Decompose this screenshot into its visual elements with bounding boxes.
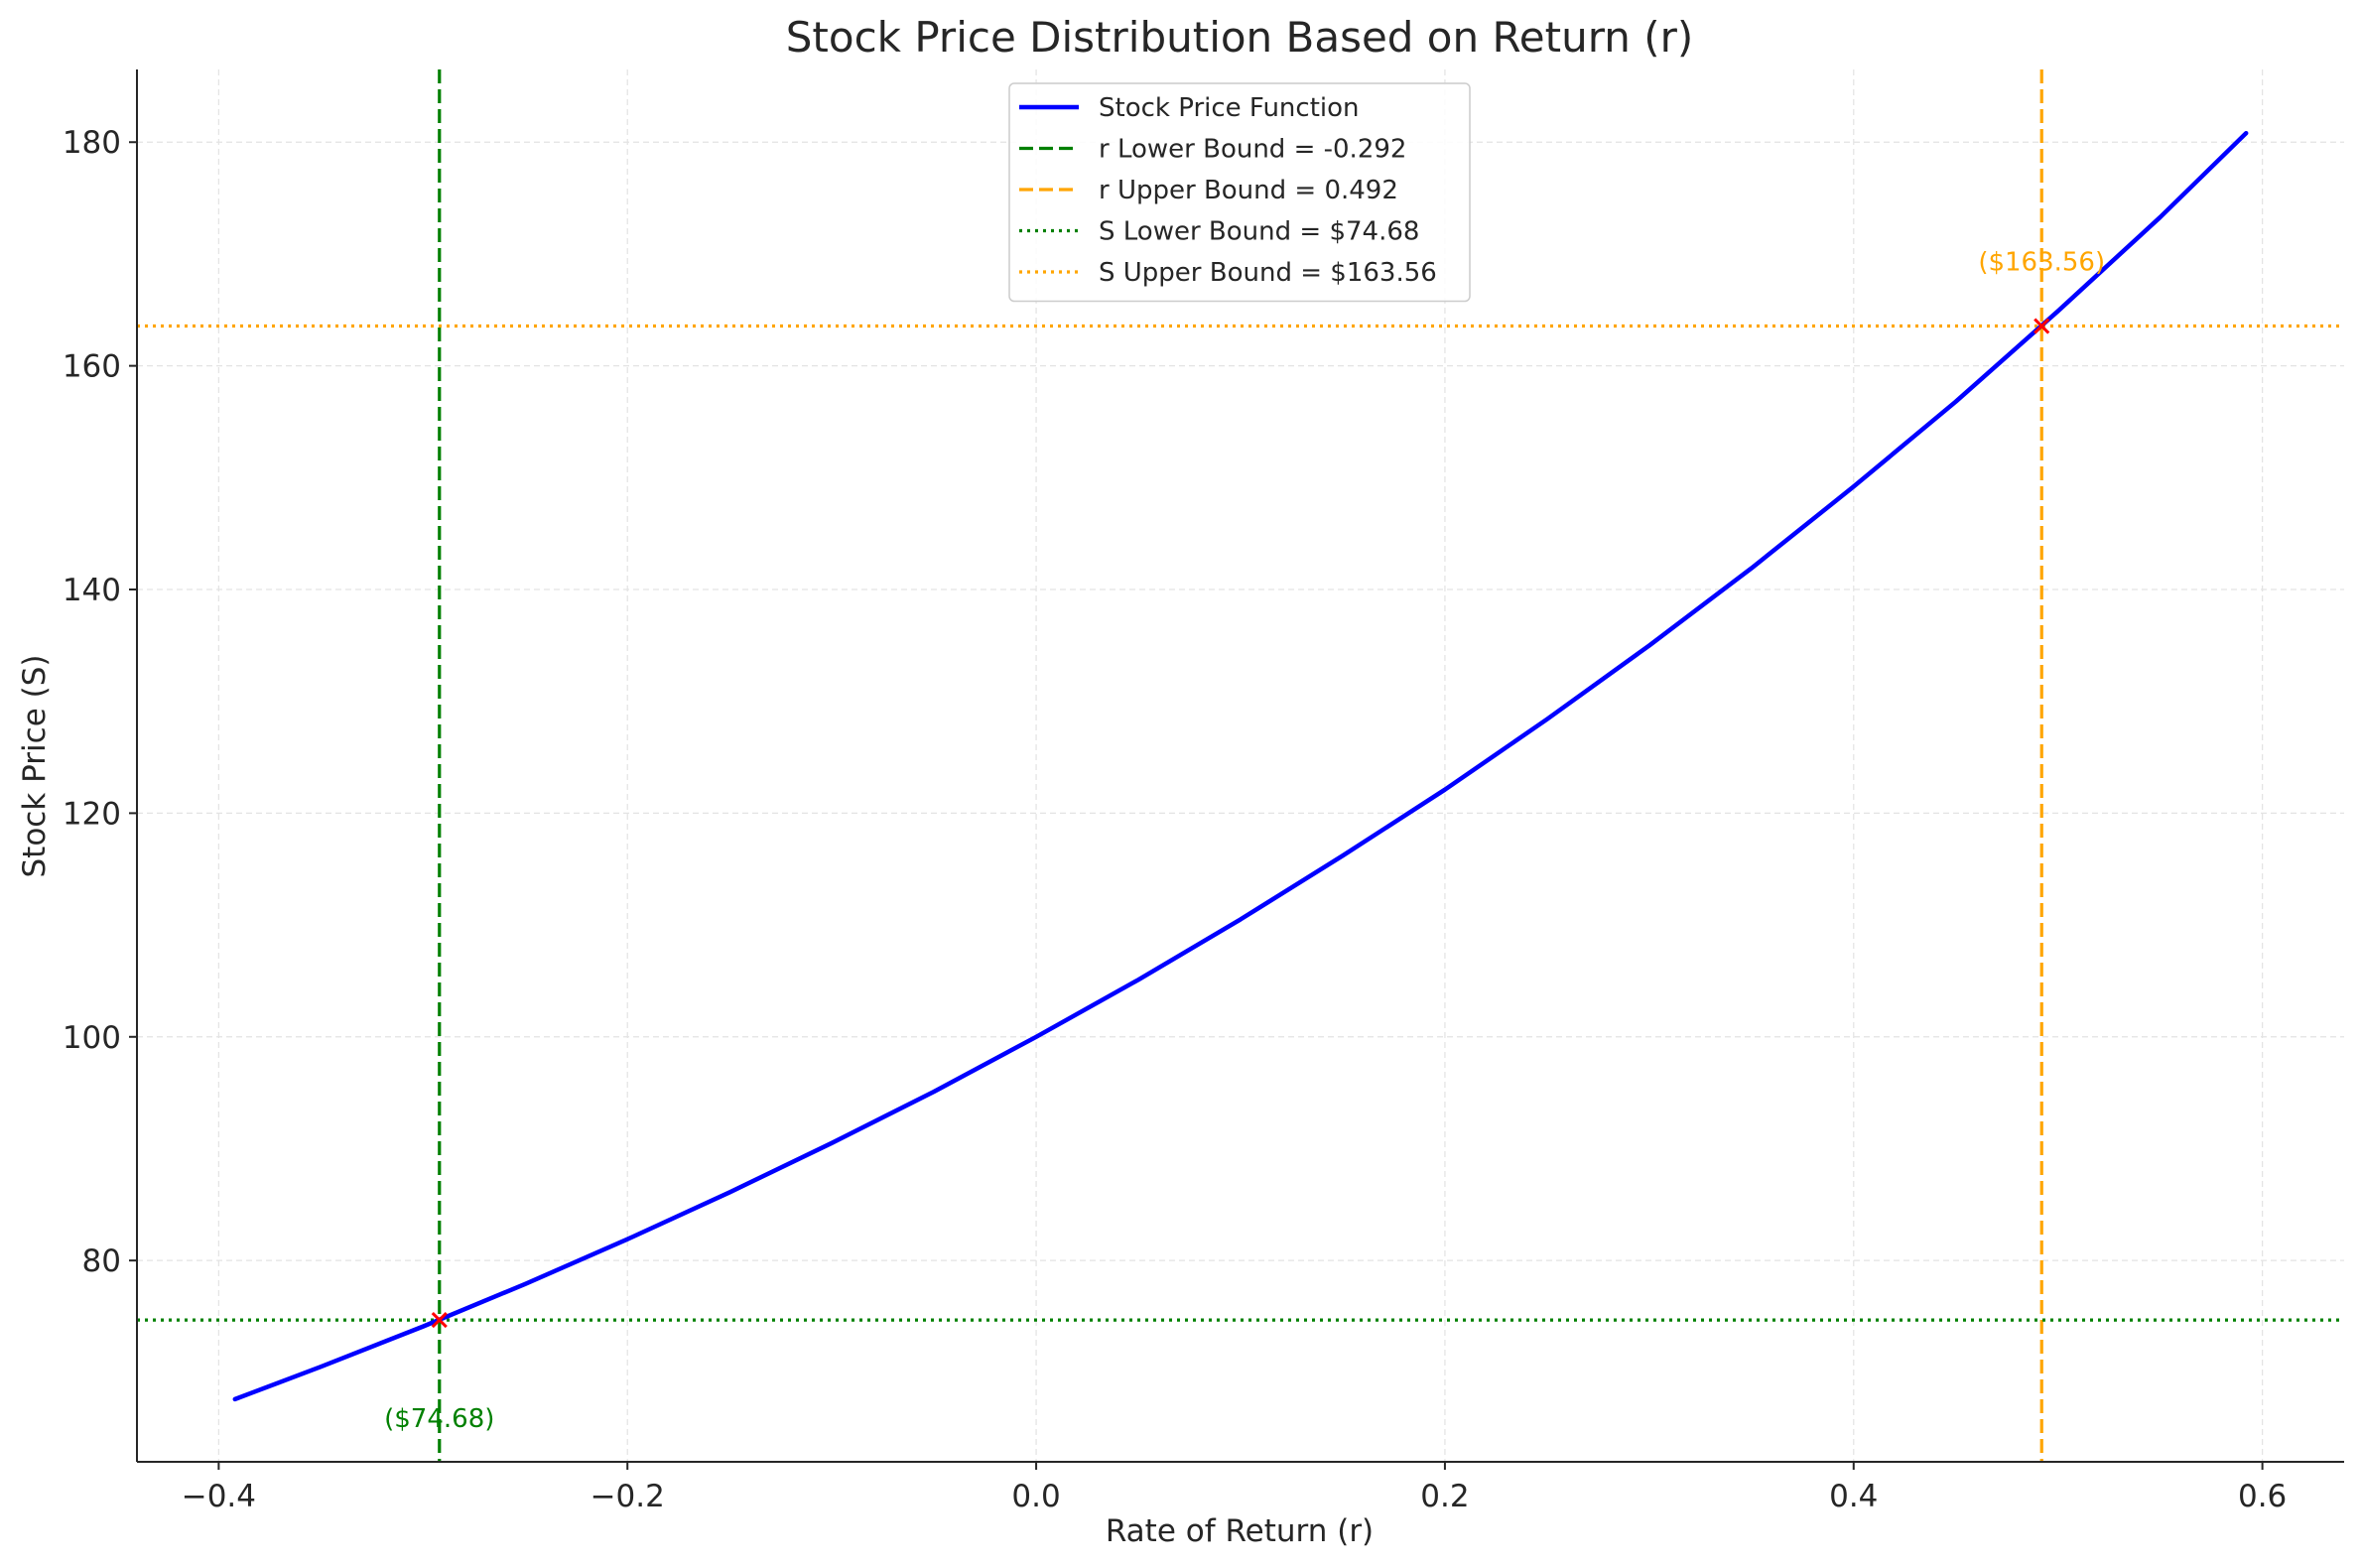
y-tick-label: 120	[63, 796, 121, 832]
axes	[136, 69, 2344, 1463]
y-tick-label: 160	[63, 349, 121, 385]
legend-label-5: S Upper Bound = $163.56	[1099, 258, 1437, 288]
series-line-1	[232, 130, 2249, 1402]
y-tick-label: 100	[63, 1020, 121, 1056]
x-tick-label: −0.4	[182, 1479, 256, 1514]
marker-2	[2033, 318, 2050, 334]
markers	[431, 318, 2050, 1329]
legend-label-1: Stock Price Function	[1099, 93, 1360, 123]
legend-label-3: r Upper Bound = 0.492	[1099, 176, 1398, 205]
marker-stroke	[2033, 318, 2050, 334]
legend-label-4: S Lower Bound = $74.68	[1099, 217, 1419, 247]
x-tick-label: 0.6	[2238, 1479, 2287, 1514]
y-axis-label: Stock Price (S)	[17, 655, 53, 878]
marker-stroke	[431, 1312, 448, 1329]
y-tick-label: 80	[82, 1243, 121, 1279]
x-tick-label: 0.2	[1420, 1479, 1469, 1514]
ticks: −0.4 −0.2 0.0 0.2 0.4 0.6 80 100 120 140 160 180	[63, 125, 2287, 1514]
marker-1	[431, 1312, 448, 1329]
legend-box	[1008, 82, 1471, 303]
y-tick-label: 140	[63, 573, 121, 608]
annotation-2: ($163.56)	[1978, 248, 2105, 278]
annotation-1: ($74.68)	[384, 1404, 494, 1434]
x-axis-label: Rate of Return (r)	[1106, 1513, 1374, 1549]
x-tick-label: 0.0	[1011, 1479, 1060, 1514]
legend-label-2: r Lower Bound = -0.292	[1099, 135, 1406, 165]
series-layer	[232, 130, 2249, 1402]
annotations: ($74.68) ($163.56)	[384, 248, 2105, 1435]
x-tick-label: 0.4	[1829, 1479, 1878, 1514]
legend: Stock Price Function r Lower Bound = -0.2…	[1008, 82, 1471, 303]
y-tick-label: 180	[63, 125, 121, 161]
reference-lines	[137, 69, 2344, 1462]
chart-title: Stock Price Distribution Based on Return…	[786, 13, 1693, 62]
x-tick-label: −0.2	[590, 1479, 665, 1514]
